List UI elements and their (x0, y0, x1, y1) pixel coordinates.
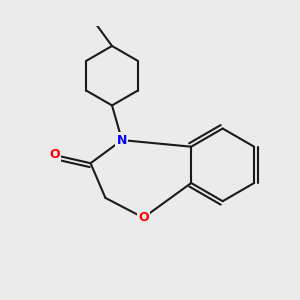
Text: O: O (49, 148, 59, 161)
Text: O: O (138, 211, 149, 224)
Text: N: N (117, 134, 127, 147)
